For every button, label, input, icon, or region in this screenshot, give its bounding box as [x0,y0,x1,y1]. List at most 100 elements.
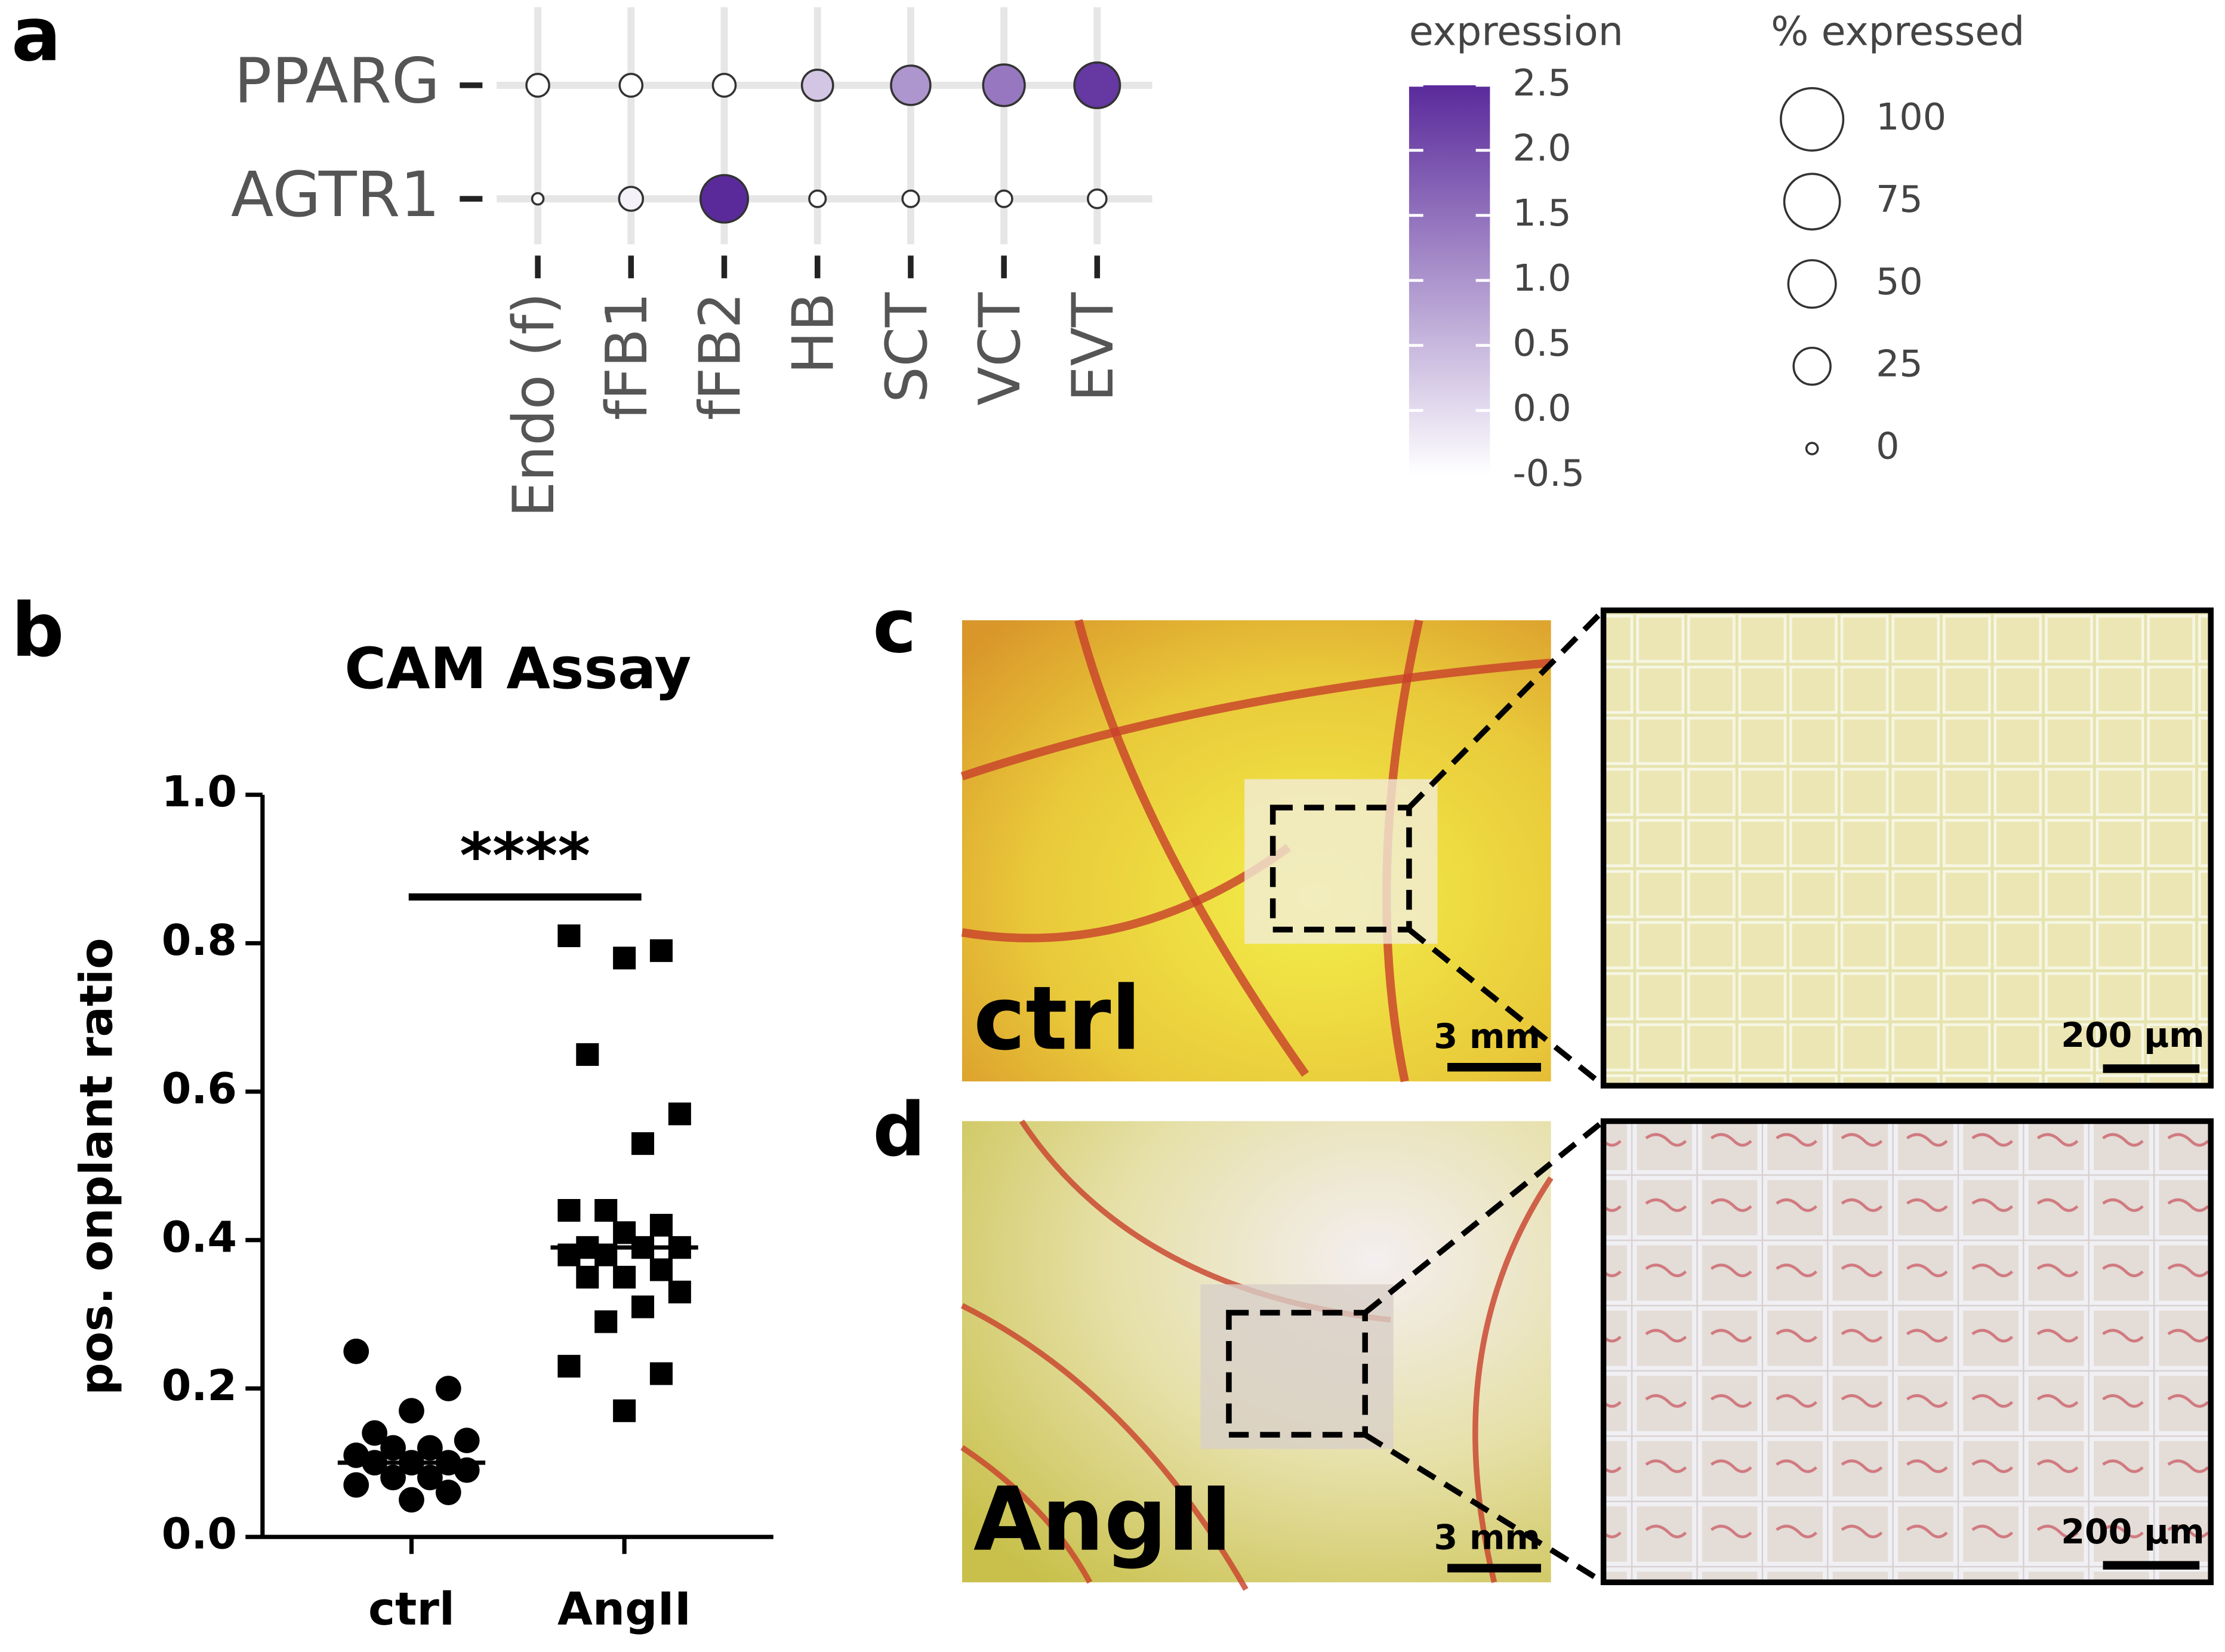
scale-label: 3 mm [1434,1017,1540,1056]
column-label: VCT [967,292,1033,405]
point [380,1435,406,1461]
y-tick-label: 0.8 [162,916,237,965]
point [399,1487,424,1513]
point [417,1435,443,1461]
zoom-connector [1407,927,1605,1088]
row-label: AGTR1 [231,158,440,231]
column-label: HB [781,292,847,374]
chart-title: CAM Assay [344,636,691,702]
color-tick-label: 2.5 [1512,61,1571,104]
vessel [960,1445,1093,1584]
y-tick-label: 0.4 [162,1212,237,1262]
dot [1073,61,1121,109]
point [594,1199,618,1222]
point [557,924,581,947]
panel-letter: b [11,588,64,674]
dot [618,73,644,98]
size-legend-label: 0 [1876,425,1899,468]
point [435,1480,461,1505]
column-label: fFB2 [688,292,753,420]
photo-label: ctrl [973,967,1141,1070]
scale-label: 200 µm [2061,1016,2204,1055]
point [631,1132,655,1155]
point [594,1310,618,1333]
dot [699,174,750,224]
size-legend-label: 50 [1876,260,1923,303]
vessel [1074,619,1309,1077]
point [343,1338,369,1364]
row-label: PPARG [234,45,440,118]
panel-letter: a [11,0,61,78]
vessel [1472,1176,1554,1583]
column-label: EVT [1061,292,1126,402]
color-tick-label: 1.5 [1512,192,1571,235]
dot [711,73,737,98]
dot [531,192,545,206]
y-tick-label: 1.0 [162,767,237,816]
color-tick-label: 0.0 [1512,387,1571,430]
point [557,1199,581,1222]
size-legend-title: % expressed [1771,8,2024,54]
point [576,1043,599,1066]
column-label: SCT [874,292,940,403]
point [435,1376,461,1401]
x-tick-label: AngII [557,1582,691,1635]
color-tick-label: 1.0 [1512,257,1571,300]
color-legend-title: expression [1409,8,1623,54]
point [576,1265,599,1289]
zoom-connector [1363,1432,1605,1585]
scale-label: 3 mm [1434,1518,1540,1558]
y-tick-label: 0.2 [162,1361,237,1410]
size-legend-dot [1805,442,1819,455]
size-legend-dot [1787,259,1837,309]
point [557,1355,581,1378]
dot [982,63,1026,107]
point [668,1280,691,1303]
point [649,939,673,962]
color-tick-label: 0.5 [1512,322,1571,365]
vessel [960,1303,1249,1591]
y-tick-label: 0.6 [162,1064,237,1114]
point [668,1102,691,1126]
point [649,1213,673,1237]
point [399,1398,424,1424]
dot [808,189,827,208]
size-legend-dot [1780,87,1845,152]
size-legend-label: 25 [1876,343,1923,386]
point [362,1420,388,1446]
zoom-photo [1600,607,2214,1089]
size-legend-dot [1783,172,1841,231]
x-tick-label: ctrl [368,1582,455,1635]
point [631,1295,655,1318]
zoom-photo [1600,1118,2214,1585]
panel-letter: c [873,584,916,670]
dot [800,69,834,102]
size-legend-label: 75 [1876,178,1923,221]
dot [1086,188,1108,209]
panel-a: a PPARG AGTR1 Endo (f) fFB1 fFB2 HB SCT VCT EVT ex… [11,0,2024,517]
dot [618,186,645,212]
point [343,1472,369,1498]
photo-label: AngII [973,1468,1232,1571]
point [380,1465,406,1491]
panel-photos: c ctrl 3 mm 200 µm d AngII 3 mm 200 µm [873,584,2214,1591]
size-legend-dot [1792,346,1832,386]
point [613,947,636,970]
significance-label: **** [460,819,590,892]
color-tick-label: 2.0 [1512,127,1571,169]
point [649,1258,673,1281]
column-label: fFB1 [594,292,660,420]
dot [994,189,1013,208]
zoom-box [1226,1309,1368,1438]
zoom-connector [1407,608,1606,810]
column-label: Endo (f) [501,292,567,517]
point [613,1265,636,1289]
panel-letter: d [873,1087,926,1173]
y-tick-label: 0.0 [162,1509,237,1559]
size-legend-label: 100 [1876,95,1946,138]
point [613,1399,636,1422]
panel-b: b CAM Assay pos. onplant ratio 0.0 0.2 0.4 0.6… [11,588,773,1635]
point [454,1428,480,1453]
point [649,1362,673,1385]
